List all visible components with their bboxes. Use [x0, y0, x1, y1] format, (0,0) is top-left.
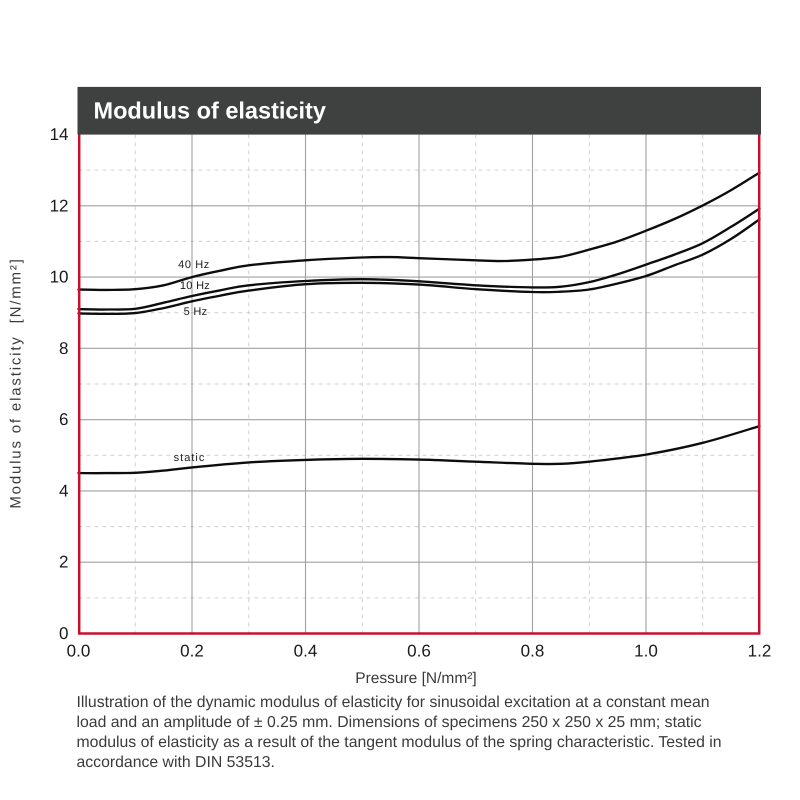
- svg-text:8: 8: [59, 339, 68, 358]
- svg-text:10: 10: [50, 268, 69, 287]
- svg-text:12: 12: [50, 196, 69, 215]
- svg-text:1.0: 1.0: [634, 642, 658, 661]
- svg-text:5 Hz: 5 Hz: [184, 306, 208, 318]
- svg-text:Modulus of elasticity: Modulus of elasticity: [94, 98, 326, 124]
- svg-text:40 Hz: 40 Hz: [178, 259, 210, 271]
- svg-text:0.2: 0.2: [180, 642, 204, 661]
- svg-text:Pressure [N/mm²]: Pressure [N/mm²]: [355, 670, 476, 687]
- svg-text:0.6: 0.6: [407, 642, 431, 661]
- svg-text:0: 0: [59, 624, 68, 643]
- svg-text:1.2: 1.2: [748, 642, 772, 661]
- svg-text:static: static: [174, 452, 206, 464]
- svg-text:2: 2: [59, 553, 68, 572]
- svg-text:6: 6: [59, 410, 68, 429]
- svg-text:0.8: 0.8: [521, 642, 545, 661]
- svg-text:0.0: 0.0: [67, 642, 91, 661]
- svg-text:0.4: 0.4: [294, 642, 318, 661]
- svg-text:4: 4: [59, 481, 68, 500]
- svg-text:Modulus of elasticity [N/mm²]: Modulus of elasticity [N/mm²]: [7, 257, 24, 508]
- svg-text:10 Hz: 10 Hz: [180, 280, 210, 292]
- svg-text:14: 14: [50, 125, 69, 144]
